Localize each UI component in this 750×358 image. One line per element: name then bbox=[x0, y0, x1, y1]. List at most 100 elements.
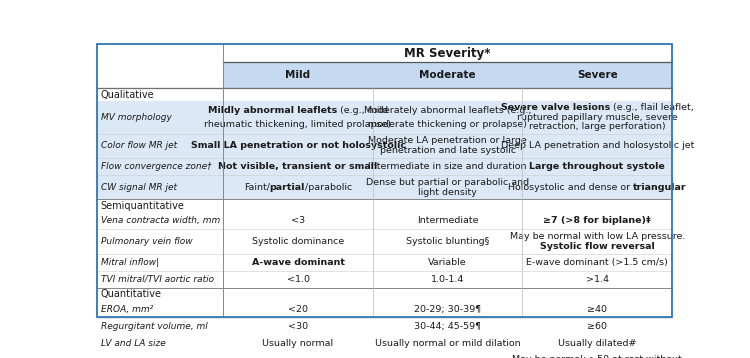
Bar bbox=[523, 335, 672, 352]
Text: Usually dilated#: Usually dilated# bbox=[558, 339, 637, 348]
Bar bbox=[97, 288, 672, 301]
Bar bbox=[224, 134, 373, 158]
Text: 30-44; 45-59¶: 30-44; 45-59¶ bbox=[414, 322, 482, 331]
Bar bbox=[224, 212, 373, 229]
Text: triangular: triangular bbox=[633, 183, 687, 192]
Text: light density: light density bbox=[419, 188, 477, 197]
Text: 20-29; 30-39¶: 20-29; 30-39¶ bbox=[414, 305, 482, 314]
Text: penetration and late systolic: penetration and late systolic bbox=[380, 146, 516, 155]
Bar bbox=[97, 212, 224, 229]
Text: <30: <30 bbox=[288, 322, 308, 331]
Text: Not visible, transient or small: Not visible, transient or small bbox=[218, 162, 378, 171]
Text: May be normal with low LA pressure.: May be normal with low LA pressure. bbox=[509, 232, 685, 241]
Bar bbox=[224, 335, 373, 352]
Bar bbox=[97, 335, 224, 352]
Text: /parabolic: /parabolic bbox=[305, 183, 352, 192]
Bar bbox=[224, 229, 373, 254]
Bar bbox=[373, 301, 523, 318]
Text: ≥60: ≥60 bbox=[587, 322, 608, 331]
Bar bbox=[97, 254, 224, 271]
Bar bbox=[224, 62, 373, 88]
Bar bbox=[97, 44, 672, 62]
Bar bbox=[373, 134, 523, 158]
Bar bbox=[97, 318, 224, 335]
Text: Systolic flow reversal: Systolic flow reversal bbox=[540, 242, 655, 251]
Bar bbox=[373, 254, 523, 271]
Bar bbox=[97, 101, 224, 134]
Bar bbox=[224, 271, 373, 288]
Bar bbox=[373, 175, 523, 199]
Bar bbox=[373, 352, 523, 358]
Bar bbox=[523, 301, 672, 318]
Text: LV and LA size: LV and LA size bbox=[101, 339, 166, 348]
Text: Vena contracta width, mm: Vena contracta width, mm bbox=[101, 216, 220, 225]
Text: Severe valve lesions: Severe valve lesions bbox=[501, 103, 610, 112]
Bar bbox=[97, 62, 224, 88]
Text: Moderate LA penetration or large: Moderate LA penetration or large bbox=[368, 136, 527, 145]
Text: <3: <3 bbox=[291, 216, 305, 225]
Text: Quantitative: Quantitative bbox=[100, 289, 161, 299]
Text: Systolic blunting§: Systolic blunting§ bbox=[406, 237, 489, 246]
Bar bbox=[224, 101, 373, 134]
Text: <1.0: <1.0 bbox=[286, 275, 310, 284]
Text: ruptured papillary muscle, severe: ruptured papillary muscle, severe bbox=[517, 113, 677, 122]
Text: CW signal MR jet: CW signal MR jet bbox=[101, 183, 177, 192]
Bar bbox=[373, 271, 523, 288]
Text: (e.g., mild: (e.g., mild bbox=[337, 106, 388, 115]
Bar bbox=[97, 199, 672, 212]
Text: Usually normal: Usually normal bbox=[262, 339, 334, 348]
Text: Small LA penetration or not holosystolic: Small LA penetration or not holosystolic bbox=[190, 141, 406, 150]
Text: partial: partial bbox=[270, 183, 305, 192]
Text: TVI mitral/TVI aortic ratio: TVI mitral/TVI aortic ratio bbox=[101, 275, 214, 284]
Bar bbox=[523, 101, 672, 134]
Bar bbox=[373, 229, 523, 254]
Text: MV morphology: MV morphology bbox=[101, 113, 172, 122]
Bar bbox=[523, 212, 672, 229]
Text: Mitral inflow|: Mitral inflow| bbox=[101, 258, 160, 267]
Text: moderate thickening or prolapse): moderate thickening or prolapse) bbox=[368, 120, 527, 129]
Text: rheumatic thickening, limited prolapse): rheumatic thickening, limited prolapse) bbox=[205, 120, 392, 129]
Bar bbox=[523, 229, 672, 254]
Text: A-wave dominant: A-wave dominant bbox=[251, 258, 344, 267]
Bar bbox=[523, 352, 672, 358]
Text: Pulmonary vein flow: Pulmonary vein flow bbox=[101, 237, 193, 246]
Bar bbox=[224, 254, 373, 271]
Text: E-wave dominant (>1.5 cm/s): E-wave dominant (>1.5 cm/s) bbox=[526, 258, 668, 267]
Text: Semiquantitative: Semiquantitative bbox=[100, 200, 184, 211]
Text: <20: <20 bbox=[288, 305, 308, 314]
Bar bbox=[523, 271, 672, 288]
Text: Dense but partial or parabolic and: Dense but partial or parabolic and bbox=[366, 178, 530, 187]
Bar bbox=[373, 158, 523, 175]
Text: Moderate: Moderate bbox=[419, 71, 476, 80]
Bar bbox=[373, 335, 523, 352]
Text: Moderately abnormal leaflets (e.g.,: Moderately abnormal leaflets (e.g., bbox=[364, 106, 531, 115]
Text: ≥40: ≥40 bbox=[587, 305, 608, 314]
Text: Regurgitant volume, ml: Regurgitant volume, ml bbox=[101, 322, 208, 331]
Text: Faint/: Faint/ bbox=[244, 183, 270, 192]
Bar bbox=[523, 158, 672, 175]
Text: (e.g., flail leaflet,: (e.g., flail leaflet, bbox=[610, 103, 694, 112]
Text: MR Severity*: MR Severity* bbox=[404, 47, 491, 60]
Text: retraction, large perforation): retraction, large perforation) bbox=[529, 122, 665, 131]
Bar bbox=[224, 352, 373, 358]
Text: May be normal; >50 at rest without: May be normal; >50 at rest without bbox=[512, 354, 682, 358]
Bar bbox=[373, 318, 523, 335]
Bar bbox=[523, 62, 672, 88]
Bar bbox=[523, 254, 672, 271]
Text: Holosystolic and dense or: Holosystolic and dense or bbox=[508, 183, 633, 192]
Text: Qualitative: Qualitative bbox=[100, 90, 154, 100]
Text: >1.4: >1.4 bbox=[586, 275, 609, 284]
Bar bbox=[97, 352, 224, 358]
Bar bbox=[97, 88, 672, 101]
Bar bbox=[373, 101, 523, 134]
Bar bbox=[224, 301, 373, 318]
Bar bbox=[97, 175, 224, 199]
Bar bbox=[224, 158, 373, 175]
Text: Variable: Variable bbox=[428, 258, 467, 267]
Text: Deep LA penetration and holosystolic jet: Deep LA penetration and holosystolic jet bbox=[500, 141, 694, 150]
Text: Flow convergence zone†: Flow convergence zone† bbox=[101, 162, 212, 171]
Text: Systolic dominance: Systolic dominance bbox=[252, 237, 344, 246]
Bar bbox=[97, 158, 224, 175]
Text: Severe: Severe bbox=[577, 71, 618, 80]
Text: Mild: Mild bbox=[286, 71, 310, 80]
